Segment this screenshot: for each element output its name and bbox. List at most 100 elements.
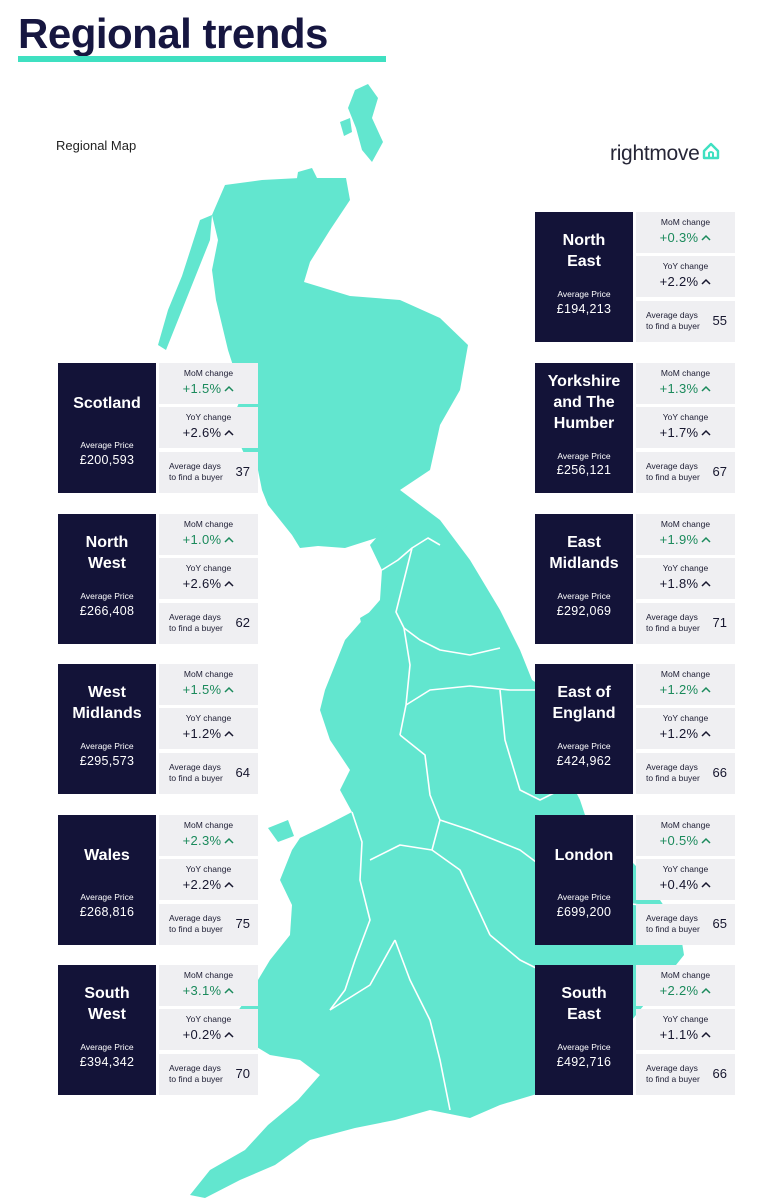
region-name: South East <box>561 985 607 1023</box>
region-card: East of England Average Price £424,962 M… <box>535 664 735 794</box>
region-panel: Yorkshire and The Humber Average Price £… <box>535 363 633 493</box>
region-card: London Average Price £699,200 MoM change… <box>535 815 735 945</box>
region-panel: North West Average Price £266,408 <box>58 514 156 644</box>
mom-change-label: MoM change <box>183 519 234 529</box>
mom-change-box: MoM change +3.1% <box>159 965 258 1006</box>
region-name: Yorkshire and The Humber <box>547 373 621 432</box>
yoy-change-value: +1.8% <box>659 576 699 591</box>
days-to-buyer-label: Average days to find a buyer <box>646 461 700 482</box>
days-to-buyer-box: Average days to find a buyer 71 <box>636 603 735 644</box>
mom-change-label: MoM change <box>660 519 711 529</box>
days-to-buyer-label: Average days to find a buyer <box>169 762 223 783</box>
average-price-label: Average Price <box>80 591 134 601</box>
average-price-label: Average Price <box>557 1042 611 1052</box>
yoy-change-label: YoY change <box>185 412 232 422</box>
yoy-change-box: YoY change +0.4% <box>636 859 735 900</box>
mom-change-box: MoM change +1.5% <box>159 363 258 404</box>
yoy-change-label: YoY change <box>662 412 709 422</box>
days-to-buyer-label: Average days to find a buyer <box>646 612 700 633</box>
region-card: North West Average Price £266,408 MoM ch… <box>58 514 258 644</box>
up-arrow-icon <box>701 686 711 693</box>
days-to-buyer-box: Average days to find a buyer 64 <box>159 753 258 794</box>
mom-change-value: +1.5% <box>182 682 222 697</box>
average-price-value: £295,573 <box>79 754 135 768</box>
up-arrow-icon <box>224 385 234 392</box>
region-name: West Midlands <box>72 684 142 722</box>
mom-change-label: MoM change <box>660 217 711 227</box>
yoy-change-value: +0.4% <box>659 877 699 892</box>
average-price-value: £268,816 <box>79 905 135 919</box>
region-card: Yorkshire and The Humber Average Price £… <box>535 363 735 493</box>
yoy-change-value: +2.2% <box>659 274 699 289</box>
average-price-label: Average Price <box>557 741 611 751</box>
brand-name: rightmove <box>610 142 700 165</box>
border-severn <box>329 939 396 1011</box>
yoy-change-box: YoY change +1.7% <box>636 407 735 448</box>
border-wales-england <box>329 811 371 1011</box>
mom-change-label: MoM change <box>183 669 234 679</box>
border-east-midlands-east <box>499 689 561 801</box>
up-arrow-icon <box>224 686 234 693</box>
up-arrow-icon <box>224 536 234 543</box>
days-to-buyer-label: Average days to find a buyer <box>169 461 223 482</box>
mom-change-box: MoM change +0.3% <box>636 212 735 253</box>
region-name: Wales <box>84 847 130 864</box>
yoy-change-label: YoY change <box>185 563 232 573</box>
mom-change-value: +0.3% <box>659 230 699 245</box>
yoy-change-value: +1.2% <box>182 726 222 741</box>
region-panel: East Midlands Average Price £292,069 <box>535 514 633 644</box>
yoy-change-label: YoY change <box>662 864 709 874</box>
average-price-label: Average Price <box>557 892 611 902</box>
average-price-value: £194,213 <box>556 302 612 316</box>
up-arrow-icon <box>224 580 234 587</box>
days-to-buyer-box: Average days to find a buyer 67 <box>636 452 735 493</box>
mom-change-label: MoM change <box>183 368 234 378</box>
region-card: Wales Average Price £268,816 MoM change … <box>58 815 258 945</box>
up-arrow-icon <box>701 987 711 994</box>
mom-change-box: MoM change +1.0% <box>159 514 258 555</box>
yoy-change-value: +0.2% <box>182 1027 222 1042</box>
days-to-buyer-box: Average days to find a buyer 62 <box>159 603 258 644</box>
yoy-change-box: YoY change +2.2% <box>159 859 258 900</box>
house-icon <box>702 142 719 160</box>
yoy-change-box: YoY change +2.6% <box>159 407 258 448</box>
days-to-buyer-box: Average days to find a buyer 65 <box>636 904 735 945</box>
region-name: North West <box>85 534 129 572</box>
up-arrow-icon <box>224 1031 234 1038</box>
mom-change-value: +1.3% <box>659 381 699 396</box>
border-west-midlands-south <box>369 844 491 936</box>
outer-hebrides <box>158 215 212 350</box>
yoy-change-value: +1.2% <box>659 726 699 741</box>
average-price-value: £200,593 <box>79 453 135 467</box>
border-yorkshire-east-midlands <box>405 685 540 706</box>
border-north-west-yorkshire <box>399 627 411 736</box>
average-price-label: Average Price <box>557 451 611 461</box>
yoy-change-box: YoY change +1.1% <box>636 1009 735 1050</box>
days-to-buyer-label: Average days to find a buyer <box>169 913 223 934</box>
up-arrow-icon <box>701 234 711 241</box>
days-to-buyer-label: Average days to find a buyer <box>169 612 223 633</box>
mom-change-label: MoM change <box>183 970 234 980</box>
days-to-buyer-box: Average days to find a buyer 66 <box>636 1054 735 1095</box>
days-to-buyer-value: 67 <box>712 464 727 479</box>
days-to-buyer-value: 65 <box>712 916 727 931</box>
average-price-label: Average Price <box>557 591 611 601</box>
days-to-buyer-value: 71 <box>712 615 727 630</box>
mom-change-box: MoM change +1.5% <box>159 664 258 705</box>
yoy-change-label: YoY change <box>662 713 709 723</box>
average-price-label: Average Price <box>80 741 134 751</box>
yoy-change-box: YoY change +1.2% <box>636 708 735 749</box>
yoy-change-label: YoY change <box>185 1014 232 1024</box>
yoy-change-label: YoY change <box>662 563 709 573</box>
region-panel: North East Average Price £194,213 <box>535 212 633 342</box>
mom-change-value: +2.3% <box>182 833 222 848</box>
days-to-buyer-value: 64 <box>235 765 250 780</box>
region-card: Scotland Average Price £200,593 MoM chan… <box>58 363 258 493</box>
title-underline <box>18 56 386 62</box>
average-price-label: Average Price <box>80 440 134 450</box>
days-to-buyer-label: Average days to find a buyer <box>646 762 700 783</box>
yoy-change-box: YoY change +0.2% <box>159 1009 258 1050</box>
up-arrow-icon <box>701 536 711 543</box>
days-to-buyer-value: 75 <box>235 916 250 931</box>
days-to-buyer-label: Average days to find a buyer <box>169 1063 223 1084</box>
